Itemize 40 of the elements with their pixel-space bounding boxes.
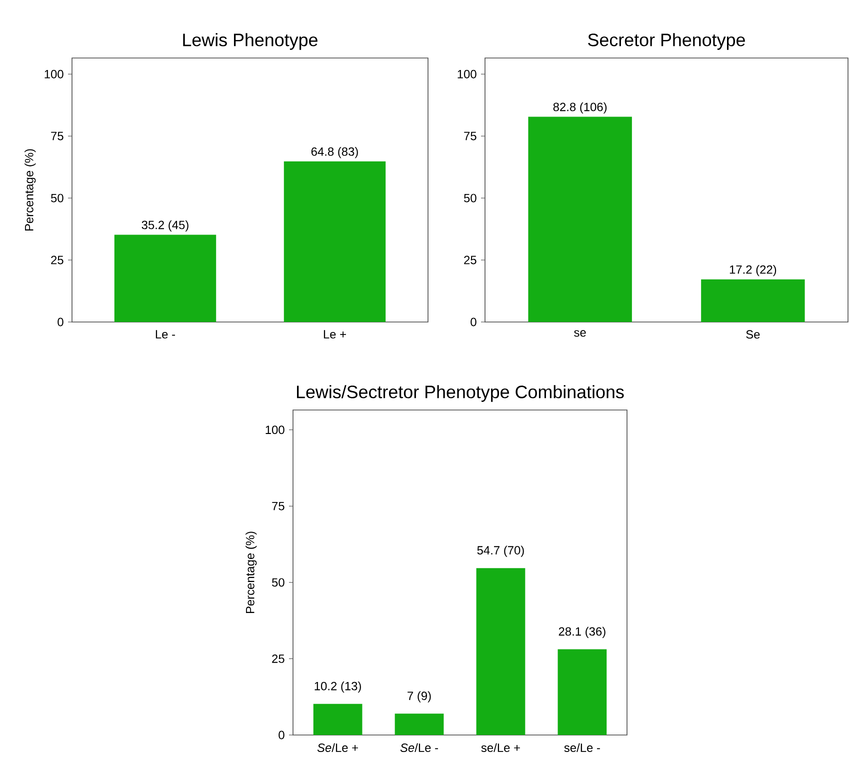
y-axis-title: Percentage (%): [24, 149, 36, 231]
x-tick-label: se: [574, 330, 586, 337]
y-tick-label: 75: [272, 502, 284, 510]
chart-title: Lewis Phenotype: [183, 33, 318, 50]
bar: [558, 649, 607, 735]
y-axis-title: Percentage (%): [246, 532, 257, 614]
y-tick-label: 100: [266, 426, 284, 434]
y-tick-label: 25: [464, 256, 476, 264]
y-tick-label: 75: [464, 132, 476, 140]
data-label: 10.2 (13): [314, 682, 361, 693]
data-label: 82.8 (106): [553, 102, 607, 114]
y-tick-label: 0: [58, 318, 64, 326]
y-tick-label: 50: [464, 194, 476, 202]
y-tick-label: 0: [470, 318, 476, 326]
bar: [313, 704, 362, 735]
x-tick-label: Se/Le -: [400, 743, 438, 752]
data-label: 54.7 (70): [477, 546, 524, 557]
y-tick-label: 100: [44, 70, 64, 78]
data-label: 17.2 (22): [730, 265, 776, 276]
data-label: 35.2 (45): [142, 220, 188, 232]
y-tick-label: 75: [51, 132, 64, 140]
y-tick-label: 0: [278, 730, 284, 740]
data-label: 28.1 (36): [558, 626, 606, 638]
y-tick-label: 50: [51, 194, 64, 202]
y-tick-label: 25: [51, 256, 64, 264]
x-tick-label: Le -: [156, 330, 175, 339]
x-tick-label: Se/Le +: [317, 743, 358, 752]
y-tick-label: 50: [272, 578, 284, 587]
data-label: 7 (9): [408, 691, 431, 702]
x-tick-label: se/Le -: [564, 743, 600, 752]
x-tick-label: se/Le +: [481, 743, 520, 752]
y-tick-label: 100: [458, 70, 476, 78]
x-tick-label: Le +: [324, 330, 346, 339]
chart-title: Lewis/Sectretor Phenotype Combinations: [297, 385, 624, 402]
data-label: 64.8 (83): [311, 147, 358, 158]
chart-title: Secretor Phenotype: [588, 33, 745, 50]
y-tick-label: 25: [272, 654, 284, 663]
bar: [476, 568, 526, 735]
bar: [394, 714, 444, 735]
x-tick-label: Se: [746, 330, 760, 339]
